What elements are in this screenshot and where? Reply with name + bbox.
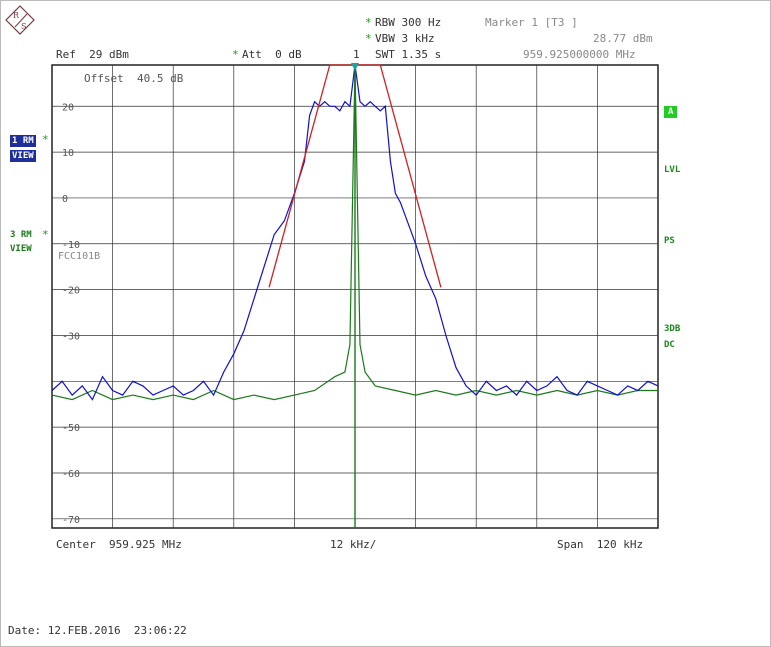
ref-level: Ref 29 dBm <box>56 48 129 61</box>
rs-logo: R S <box>5 5 35 35</box>
att-star: * <box>232 48 239 61</box>
vbw-star: * <box>365 32 372 45</box>
status-a-badge: A <box>664 106 678 118</box>
trace3-tag: 3 RM <box>10 230 32 240</box>
status-lvl: LVL <box>664 165 681 175</box>
y-tick-label: 0 <box>62 194 68 205</box>
rbw-star: * <box>365 16 372 29</box>
swt-marker-number: 1 <box>353 48 360 61</box>
marker-frequency: 959.925000000 MHz <box>523 48 636 61</box>
attenuation: Att 0 dB <box>242 48 302 61</box>
svg-text:S: S <box>21 22 26 31</box>
y-tick-label: -10 <box>62 240 80 251</box>
marker-title: Marker 1 [T3 ] <box>485 16 578 29</box>
trace1-view-tag: VIEW <box>10 150 36 162</box>
rbw-readout: RBW 300 Hz <box>375 16 442 29</box>
trace1-star: * <box>42 133 49 146</box>
span-readout: Span 120 kHz <box>557 538 644 551</box>
date-stamp: Date: 12.FEB.2016 23:06:22 <box>8 624 187 637</box>
y-tick-label: -60 <box>62 469 80 480</box>
marker-level: 28.77 dBm <box>593 32 653 45</box>
y-tick-label: 20 <box>62 102 74 113</box>
status-dc: DC <box>664 340 675 350</box>
center-frequency: Center 959.925 MHz <box>56 538 182 551</box>
y-tick-label: 10 <box>62 148 74 159</box>
y-tick-label: -50 <box>62 423 80 434</box>
svg-text:R: R <box>13 11 20 20</box>
offset-readout: Offset 40.5 dB <box>84 72 184 85</box>
y-tick-label: -30 <box>62 331 80 342</box>
trace1-tag: 1 RM <box>10 135 36 147</box>
status-ps: PS <box>664 236 675 246</box>
vbw-readout: VBW 3 kHz <box>375 32 435 45</box>
trace3-view-tag: VIEW <box>10 244 32 254</box>
marker-triangle <box>351 63 359 71</box>
y-tick-label: -20 <box>62 286 80 297</box>
swt-readout: SWT 1.35 s <box>375 48 442 61</box>
trace3-star: * <box>42 228 49 241</box>
limit-line-label: FCC101B <box>58 251 101 262</box>
y-tick-label: -70 <box>62 515 80 526</box>
status-3db: 3DB <box>664 324 681 334</box>
division-readout: 12 kHz/ <box>330 538 377 551</box>
